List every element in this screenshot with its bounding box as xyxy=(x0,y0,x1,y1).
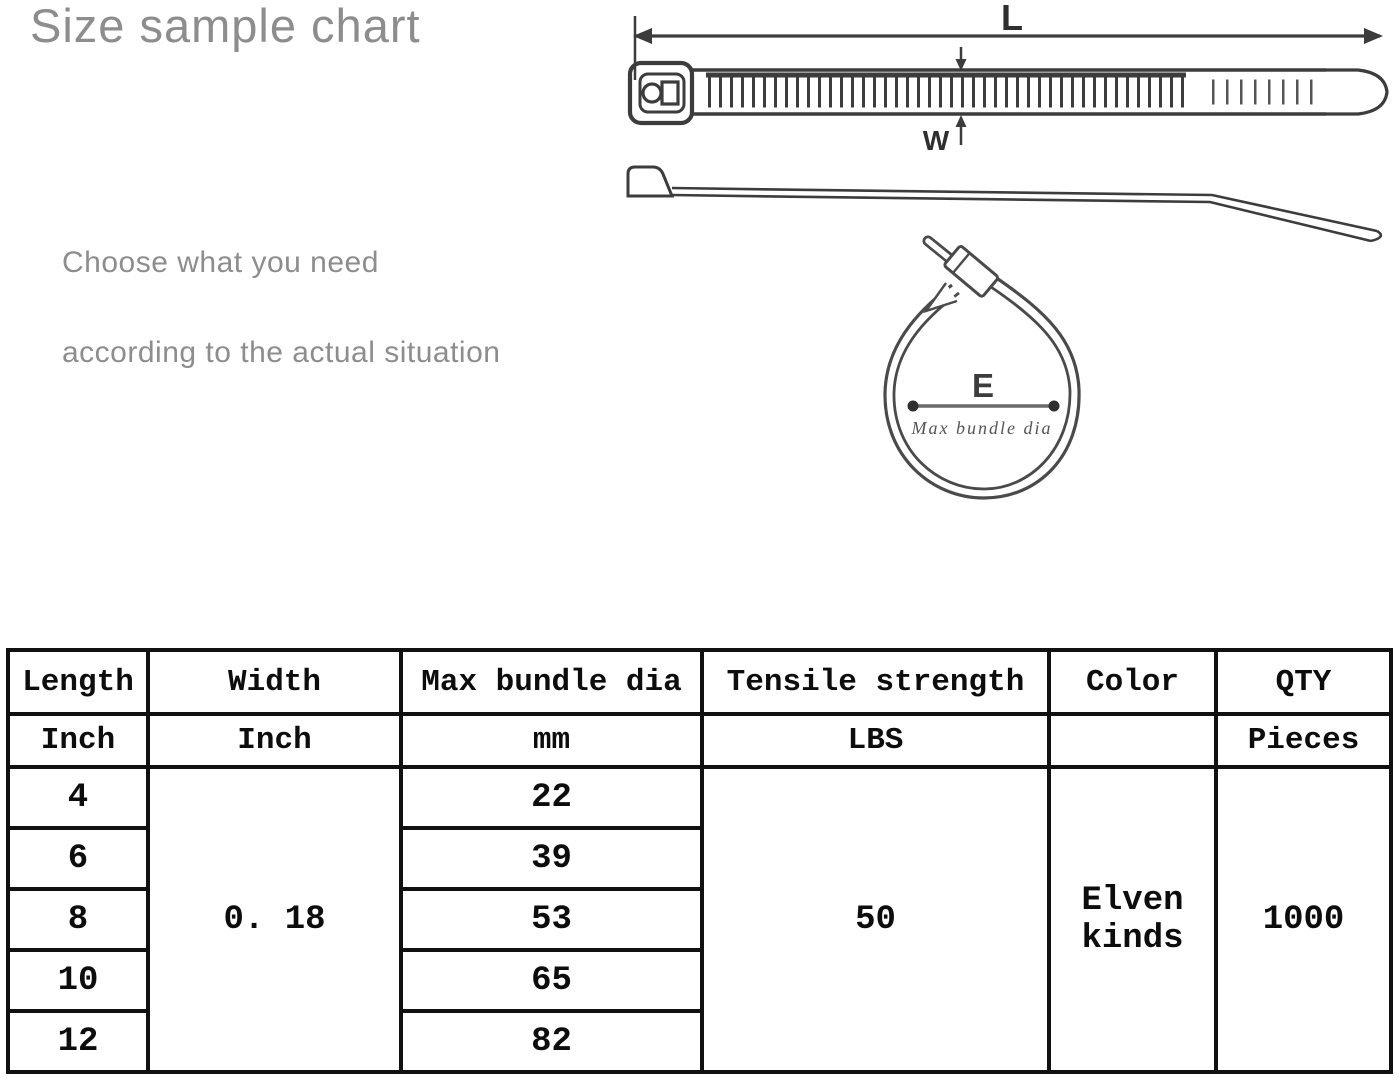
header-width: Width xyxy=(148,650,401,714)
unit-max-bundle-dia: mm xyxy=(401,714,702,767)
w-arrowhead-down-icon xyxy=(955,59,967,71)
header-tensile-strength: Tensile strength xyxy=(702,650,1049,714)
width-dimension-label: W xyxy=(923,125,950,156)
max-bundle-dia-value: 22 xyxy=(401,767,702,828)
tie-head-outline xyxy=(627,60,695,126)
loop-inner-line xyxy=(892,285,1072,491)
bundle-dia-dot-right xyxy=(1048,400,1060,412)
l-arrowhead-right-icon xyxy=(1364,28,1383,44)
size-spec-table: Length Width Max bundle dia Tensile stre… xyxy=(6,648,1393,1074)
color-value: Elven kinds xyxy=(1049,767,1216,1072)
loop-outer-line xyxy=(883,277,1081,500)
note-line-1: Choose what you need xyxy=(62,246,379,279)
loop-pawl-flap xyxy=(922,282,958,314)
tie-head-pawl-circle xyxy=(641,82,663,104)
table-header-row: Length Width Max bundle dia Tensile stre… xyxy=(8,650,1391,714)
strap-tip xyxy=(1326,68,1389,116)
max-bundle-dia-value: 39 xyxy=(401,828,702,889)
table-row: 8 53 xyxy=(8,889,1391,950)
table-units-row: Inch Inch mm LBS Pieces xyxy=(8,714,1391,767)
side-view-head xyxy=(626,165,675,198)
length-value: 4 xyxy=(8,767,148,828)
length-value: 8 xyxy=(8,889,148,950)
header-length: Length xyxy=(8,650,148,714)
table-row: 12 82 xyxy=(8,1011,1391,1072)
bundle-dia-caption: Max bundle dia xyxy=(911,418,1053,438)
length-dimension-label: L xyxy=(1001,0,1023,38)
unit-tensile-strength: LBS xyxy=(702,714,1049,767)
header-color: Color xyxy=(1049,650,1216,714)
side-view-strap-bottom xyxy=(671,193,1372,243)
side-view-strap-tip xyxy=(1370,229,1383,243)
max-bundle-dia-value: 82 xyxy=(401,1011,702,1072)
bundle-dia-dot-left xyxy=(907,400,919,412)
width-value: 0. 18 xyxy=(148,767,401,1072)
length-value: 10 xyxy=(8,950,148,1011)
length-value: 6 xyxy=(8,828,148,889)
side-view-strap-top xyxy=(671,186,1378,233)
page-title: Size sample chart xyxy=(30,0,421,52)
unit-qty: Pieces xyxy=(1216,714,1391,767)
qty-value: 1000 xyxy=(1216,767,1391,1072)
cable-tie-loop-drawing: E Max bundle dia xyxy=(883,235,1081,500)
tensile-strength-value: 50 xyxy=(702,767,1049,1072)
unit-color xyxy=(1049,714,1216,767)
note-line-2: according to the actual situation xyxy=(62,336,501,369)
l-arrowhead-left-icon xyxy=(633,28,652,44)
tie-head-slot xyxy=(660,80,680,106)
table-row: 4 0. 18 22 50 Elven kinds 1000 xyxy=(8,767,1391,1072)
bundle-dia-label: E xyxy=(972,367,994,404)
tie-head-inner-frame xyxy=(638,72,686,114)
table-row: 10 65 xyxy=(8,950,1391,1011)
header-max-bundle-dia: Max bundle dia xyxy=(401,650,702,714)
table-row: 6 39 xyxy=(8,828,1391,889)
header-qty: QTY xyxy=(1216,650,1391,714)
length-value: 12 xyxy=(8,1011,148,1072)
max-bundle-dia-value: 53 xyxy=(401,889,702,950)
max-bundle-dia-value: 65 xyxy=(401,950,702,1011)
loop-head xyxy=(943,245,1000,298)
unit-width: Inch xyxy=(148,714,401,767)
cable-tie-dimension-drawing: L W xyxy=(626,0,1389,243)
w-arrowhead-up-icon xyxy=(955,115,967,127)
unit-length: Inch xyxy=(8,714,148,767)
